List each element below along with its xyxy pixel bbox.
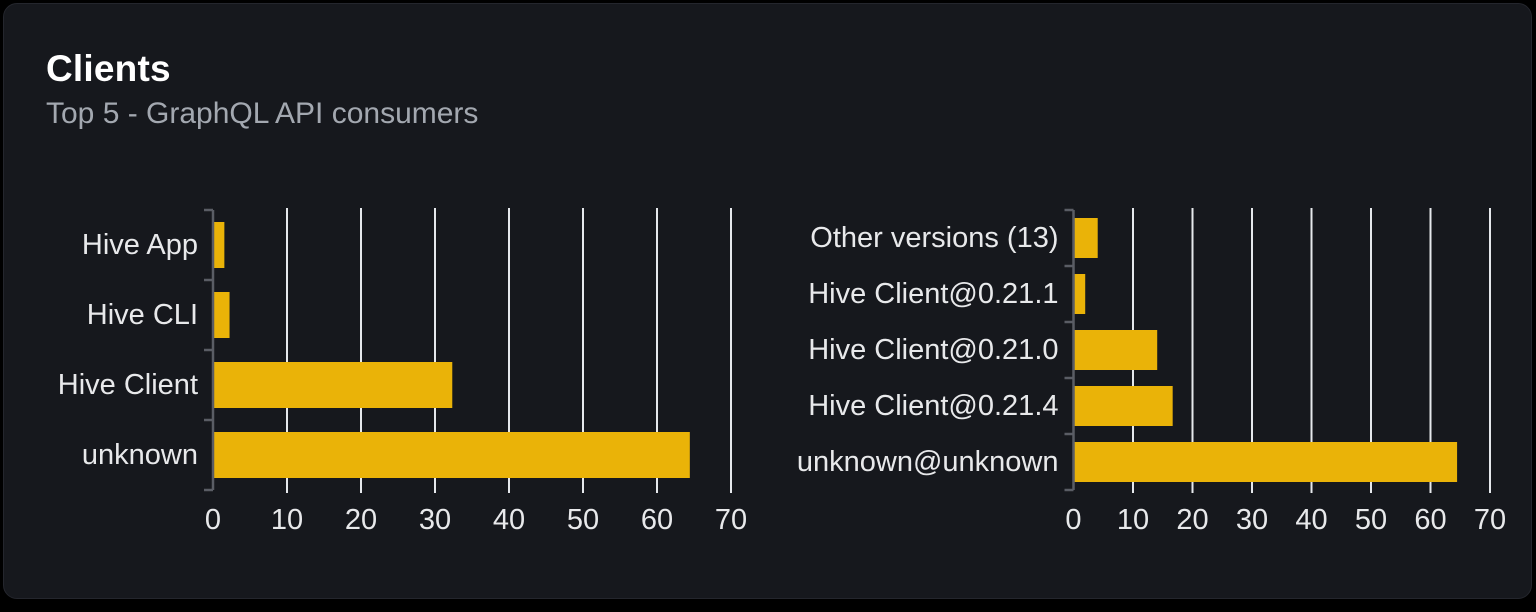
x-tick-label: 70 bbox=[715, 504, 747, 536]
category-label: Hive Client bbox=[58, 369, 198, 401]
x-tick-label: 20 bbox=[1176, 504, 1208, 536]
bar-hive-client-0-21-1[interactable] bbox=[1074, 274, 1086, 314]
x-tick-label: 30 bbox=[419, 504, 451, 536]
clients-card: Clients Top 5 - GraphQL API consumers bbox=[3, 3, 1532, 599]
x-tick-label: 60 bbox=[641, 504, 673, 536]
category-label: Hive CLI bbox=[87, 299, 198, 331]
x-tick-label: 30 bbox=[1236, 504, 1268, 536]
x-tick-label: 40 bbox=[1295, 504, 1327, 536]
x-tick-label: 10 bbox=[271, 504, 303, 536]
bar-hive-client[interactable] bbox=[214, 362, 453, 408]
category-label: Other versions (13) bbox=[810, 222, 1058, 254]
category-label: unknown@unknown bbox=[797, 446, 1059, 478]
x-tick-label: 70 bbox=[1474, 504, 1506, 536]
category-label: Hive App bbox=[82, 229, 198, 261]
bar-unknown-unknown[interactable] bbox=[1074, 442, 1458, 482]
category-label: Hive Client@0.21.1 bbox=[808, 278, 1058, 310]
x-tick-label: 50 bbox=[1355, 504, 1387, 536]
bar-hive-client-0-21-4[interactable] bbox=[1074, 386, 1173, 426]
card-subtitle: Top 5 - GraphQL API consumers bbox=[46, 97, 479, 130]
x-tick-label: 0 bbox=[205, 504, 221, 536]
bar-other-versions-13-[interactable] bbox=[1074, 218, 1098, 258]
x-tick-label: 20 bbox=[345, 504, 377, 536]
card-title: Clients bbox=[46, 48, 171, 89]
category-label: Hive Client@0.21.0 bbox=[808, 334, 1058, 366]
bar-hive-app[interactable] bbox=[214, 222, 225, 268]
x-tick-label: 10 bbox=[1117, 504, 1149, 536]
bar-hive-cli[interactable] bbox=[214, 292, 230, 338]
category-label: Hive Client@0.21.4 bbox=[808, 390, 1058, 422]
bar-hive-client-0-21-0[interactable] bbox=[1074, 330, 1158, 370]
x-tick-label: 60 bbox=[1414, 504, 1446, 536]
x-tick-label: 50 bbox=[567, 504, 599, 536]
x-tick-label: 40 bbox=[493, 504, 525, 536]
x-tick-label: 0 bbox=[1065, 504, 1081, 536]
category-label: unknown bbox=[82, 439, 198, 471]
bar-unknown[interactable] bbox=[214, 432, 690, 478]
